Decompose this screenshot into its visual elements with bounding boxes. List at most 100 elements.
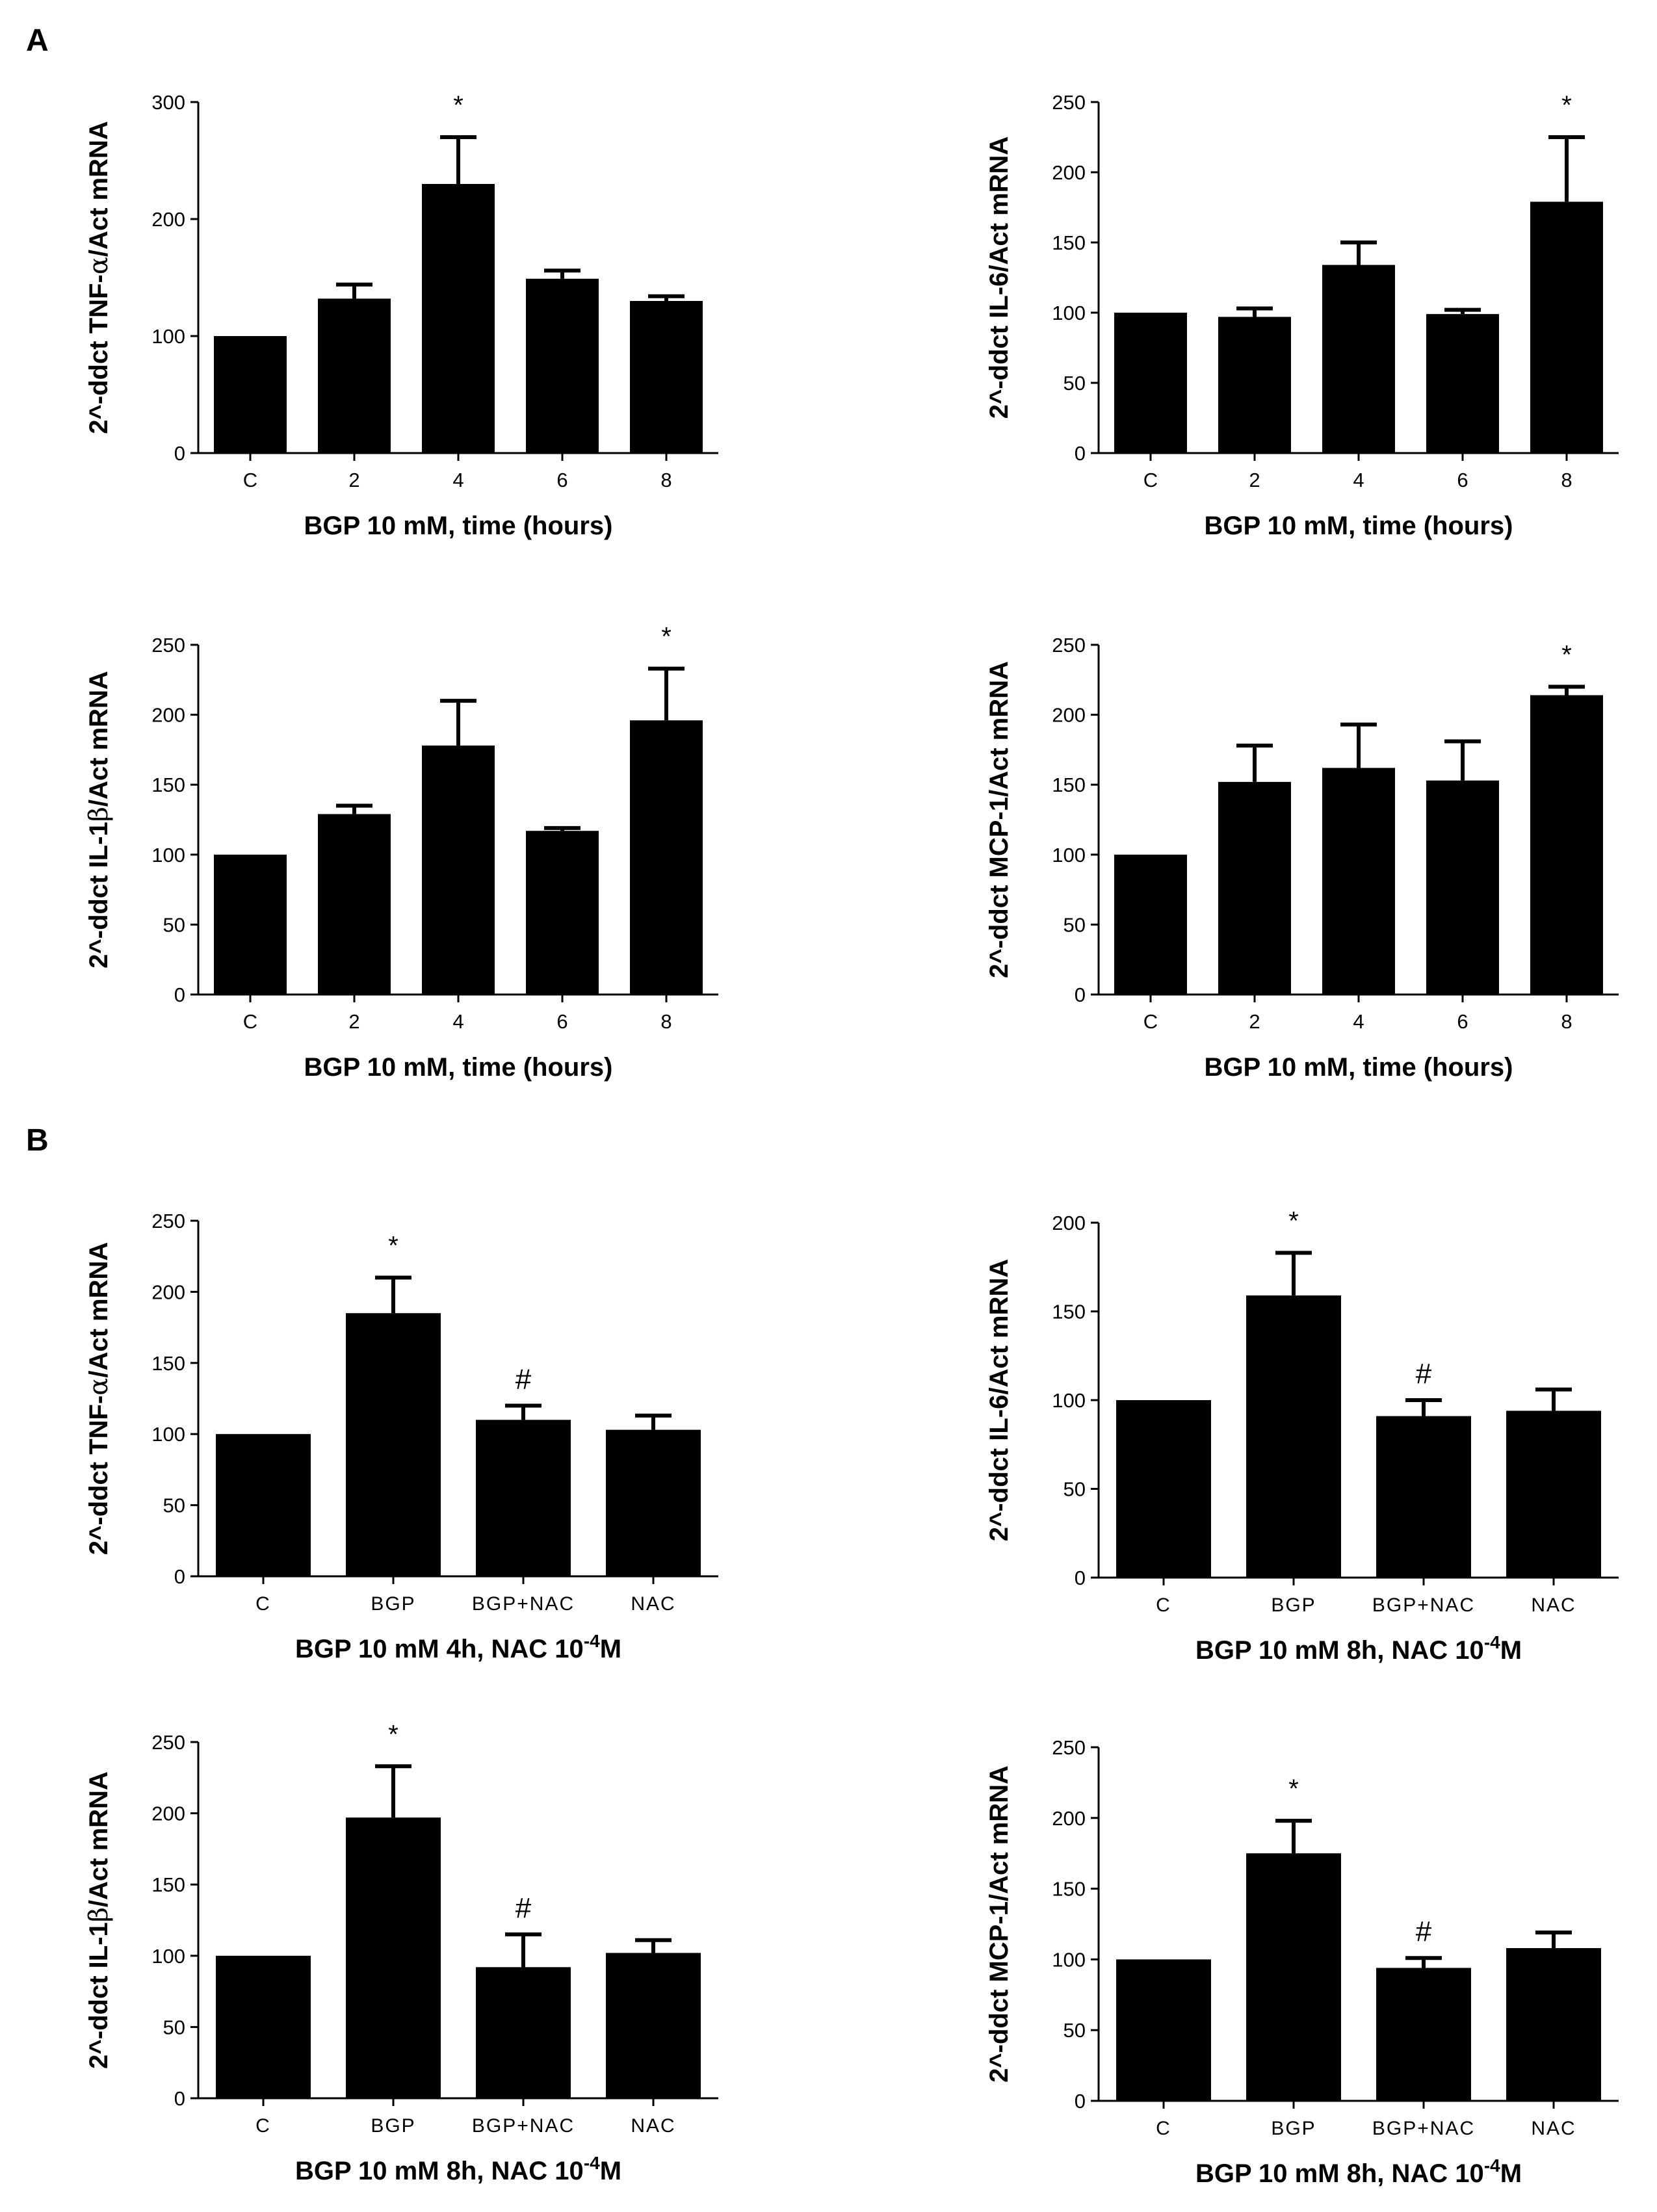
y-tick-label: 200 bbox=[1052, 704, 1086, 727]
x-axis-title: BGP 10 mM 4h, NAC 10-4M bbox=[295, 1631, 621, 1663]
bar bbox=[216, 1955, 311, 2098]
bar bbox=[216, 1434, 311, 1576]
y-tick-label: 300 bbox=[151, 91, 185, 114]
x-tick-label: C bbox=[1143, 1010, 1158, 1033]
x-axis-title-part: BGP 10 mM 8h, NAC 10 bbox=[295, 2157, 584, 2185]
y-tick-label: 200 bbox=[151, 1281, 185, 1303]
y-tick-label: 250 bbox=[151, 1210, 185, 1232]
y-tick-label: 150 bbox=[1052, 1878, 1086, 1901]
x-tick-label: BGP bbox=[1271, 2118, 1316, 2139]
x-axis-title-part: M bbox=[1500, 2159, 1522, 2188]
y-axis-title: 2^-ddct MCP-1/Act mRNA bbox=[985, 1765, 1013, 2083]
chart-8: 0 50 100 150 200 250 C BGP * BGP+NAC # NAC 2^-ddct M… bbox=[985, 1736, 1619, 2188]
bar bbox=[346, 1313, 441, 1576]
y-axis-title-greek: α bbox=[84, 257, 114, 274]
x-axis-title-part: M bbox=[600, 1635, 621, 1663]
hash-marker: # bbox=[515, 1363, 532, 1395]
y-axis-title: 2^-ddct TNF-α/Act mRNA bbox=[84, 121, 114, 434]
y-axis-title-greek: β bbox=[84, 807, 114, 822]
y-axis-title: 2^-ddct TNF-α/Act mRNA bbox=[84, 1242, 114, 1555]
y-axis-title: 2^-ddct IL-6/Act mRNA bbox=[985, 1259, 1013, 1542]
y-axis-title-part: 2^-ddct MCP-1/Act mRNA bbox=[985, 1765, 1013, 2083]
y-tick-label: 0 bbox=[174, 983, 185, 1006]
x-tick-label: 2 bbox=[348, 1010, 359, 1033]
y-axis-title-part: 2^-ddct IL-1 bbox=[85, 822, 113, 969]
y-tick-label: 50 bbox=[1063, 1478, 1086, 1501]
x-tick-label: BGP+NAC bbox=[472, 1593, 575, 1615]
x-tick-label: 8 bbox=[660, 1010, 672, 1033]
x-axis-title-part: BGP 10 mM 4h, NAC 10 bbox=[295, 1635, 584, 1663]
bar bbox=[1116, 1400, 1211, 1578]
x-axis-title: BGP 10 mM, time (hours) bbox=[1205, 512, 1513, 540]
y-tick-label: 100 bbox=[1052, 844, 1086, 866]
y-tick-label: 150 bbox=[1052, 231, 1086, 254]
y-tick-label: 0 bbox=[174, 1565, 185, 1588]
x-tick-label: NAC bbox=[631, 1593, 675, 1615]
bar bbox=[1322, 265, 1395, 453]
y-axis-title-part: 2^-ddct TNF- bbox=[85, 1396, 113, 1555]
panel-label-a: A bbox=[26, 23, 49, 58]
bar bbox=[476, 1420, 571, 1576]
bar bbox=[1506, 1411, 1601, 1578]
x-tick-label: 6 bbox=[556, 469, 568, 491]
bar bbox=[1116, 1959, 1211, 2101]
bar bbox=[630, 301, 703, 453]
x-tick-label: C bbox=[243, 1010, 257, 1033]
bar bbox=[214, 336, 287, 453]
bar bbox=[476, 1967, 571, 2098]
bar bbox=[1322, 768, 1395, 995]
bar bbox=[1246, 1295, 1341, 1578]
bar bbox=[1376, 1968, 1471, 2101]
hash-marker: # bbox=[1416, 1358, 1432, 1390]
x-tick-label: 2 bbox=[348, 469, 359, 491]
bar bbox=[318, 814, 391, 995]
y-axis-title: 2^-ddct MCP-1/Act mRNA bbox=[985, 661, 1013, 978]
y-tick-label: 100 bbox=[151, 1423, 185, 1446]
x-tick-label: C bbox=[1156, 1594, 1171, 1616]
significance-star: * bbox=[388, 1232, 398, 1260]
x-axis-title: BGP 10 mM 8h, NAC 10-4M bbox=[1195, 1632, 1522, 1665]
y-tick-label: 250 bbox=[151, 1731, 185, 1754]
y-tick-label: 200 bbox=[1052, 161, 1086, 184]
x-axis-title-superscript: -4 bbox=[584, 1631, 600, 1651]
bar bbox=[1218, 781, 1291, 995]
bar bbox=[1376, 1416, 1471, 1578]
y-tick-label: 150 bbox=[1052, 1301, 1086, 1323]
bar bbox=[1114, 313, 1187, 453]
y-axis-title: 2^-ddct IL-1β/Act mRNA bbox=[84, 1771, 114, 2069]
y-tick-label: 0 bbox=[1075, 2090, 1086, 2113]
y-axis-title-part: 2^-ddct TNF- bbox=[85, 274, 113, 434]
x-axis-title: BGP 10 mM, time (hours) bbox=[1205, 1053, 1513, 1082]
y-tick-label: 0 bbox=[1075, 442, 1086, 465]
panel-label-b: B bbox=[26, 1123, 49, 1158]
x-axis-title-superscript: -4 bbox=[1484, 2155, 1500, 2176]
significance-star: * bbox=[661, 623, 672, 651]
y-tick-label: 200 bbox=[151, 704, 185, 727]
y-tick-label: 50 bbox=[1063, 2019, 1086, 2042]
y-tick-label: 0 bbox=[174, 442, 185, 465]
x-tick-label: C bbox=[1143, 469, 1158, 491]
chart-6: 0 50 100 150 200 C BGP * BGP+NAC # NAC 2^-ddct IL-6… bbox=[985, 1206, 1619, 1665]
y-tick-label: 100 bbox=[151, 1945, 185, 1968]
x-axis-title: BGP 10 mM, time (hours) bbox=[304, 512, 613, 540]
y-tick-label: 50 bbox=[163, 1494, 185, 1517]
y-axis-title-greek: β bbox=[84, 1907, 114, 1922]
bar bbox=[526, 831, 599, 995]
x-axis-title-superscript: -4 bbox=[584, 2153, 600, 2173]
significance-star: * bbox=[1288, 1775, 1299, 1803]
chart-3: 0 50 100 150 200 250 C 2 4 6 8 * 2^-ddct IL-1β/Act m… bbox=[84, 623, 718, 1082]
x-tick-label: 8 bbox=[1561, 1010, 1572, 1033]
bar bbox=[1530, 695, 1603, 995]
y-tick-label: 250 bbox=[1052, 91, 1086, 114]
x-axis-title-part: M bbox=[600, 2157, 621, 2185]
bar bbox=[214, 854, 287, 995]
y-tick-label: 150 bbox=[151, 1873, 185, 1896]
bar bbox=[630, 720, 703, 995]
y-tick-label: 200 bbox=[151, 208, 185, 231]
y-tick-label: 250 bbox=[1052, 1736, 1086, 1759]
x-tick-label: 2 bbox=[1249, 469, 1260, 491]
y-axis-title: 2^-ddct IL-1β/Act mRNA bbox=[84, 671, 114, 969]
x-axis-title-part: BGP 10 mM 8h, NAC 10 bbox=[1195, 2159, 1484, 2188]
